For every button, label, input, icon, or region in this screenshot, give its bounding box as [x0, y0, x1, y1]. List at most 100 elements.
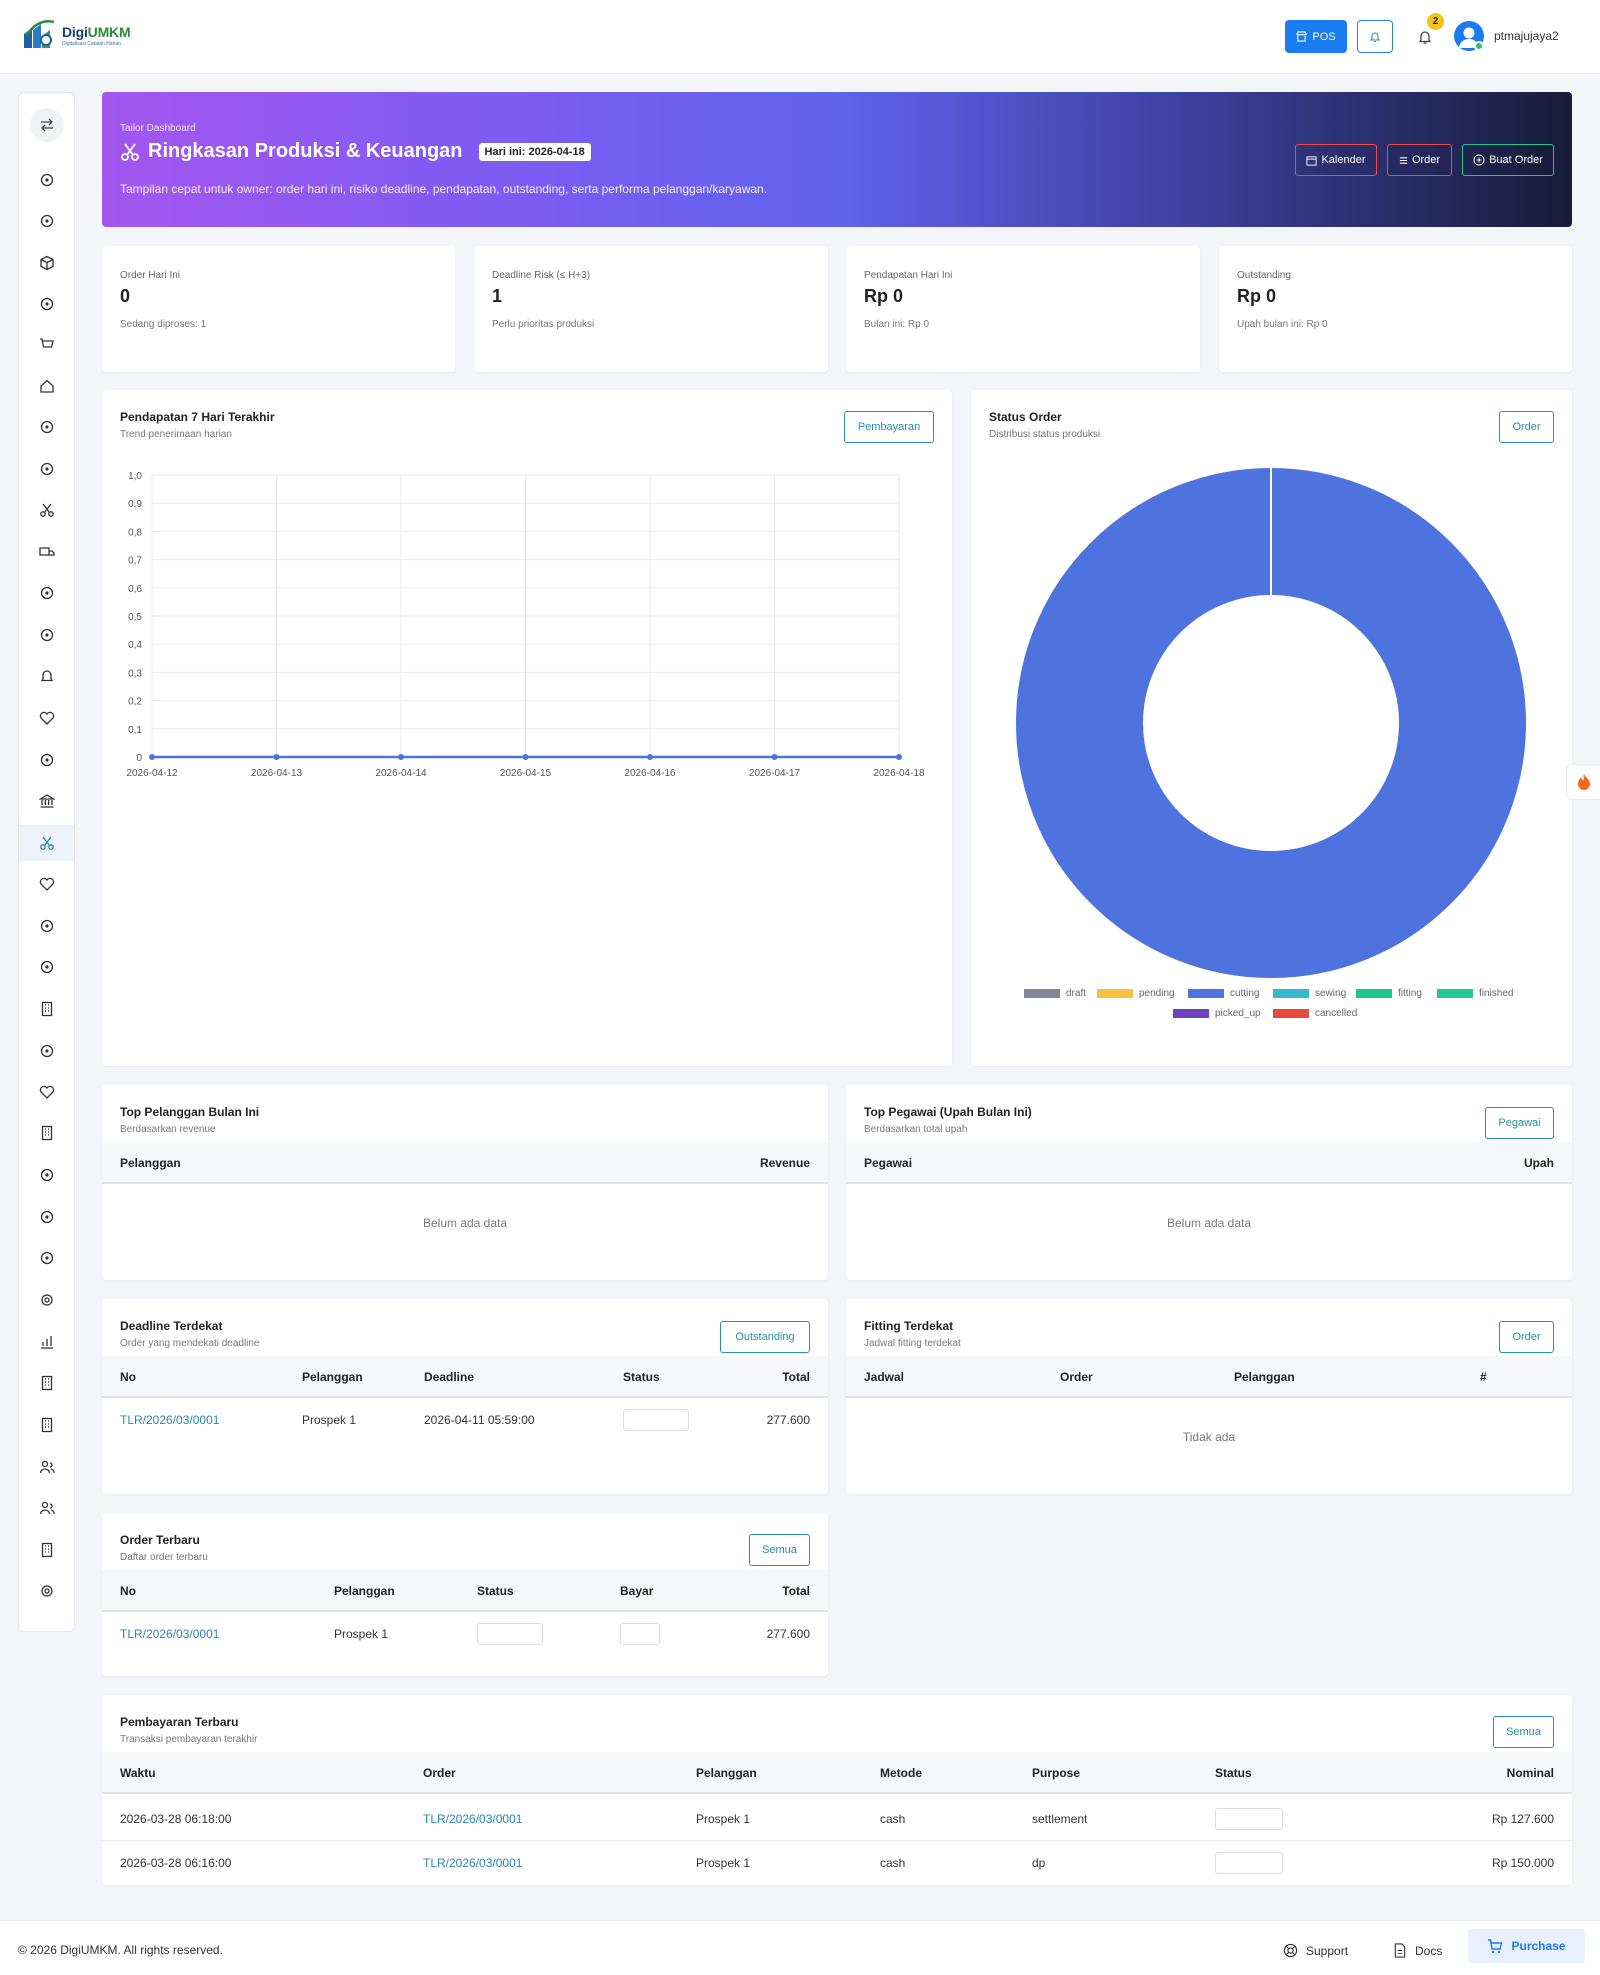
alert-button[interactable]: [1357, 20, 1393, 53]
sidebar-item[interactable]: [19, 991, 74, 1027]
x-tick-label: 2026-04-16: [624, 768, 676, 779]
brand-name: DigiUMKM: [62, 23, 131, 40]
column-header[interactable]: Jadwal: [864, 1370, 905, 1384]
sidebar-toggle-button[interactable]: [30, 108, 64, 142]
column-header[interactable]: Metode: [880, 1766, 922, 1780]
store-icon: [1296, 31, 1308, 42]
sidebar-item[interactable]: [19, 203, 74, 239]
sidebar-item[interactable]: [19, 783, 74, 819]
sidebar-item[interactable]: [19, 327, 74, 363]
column-header[interactable]: Total: [782, 1370, 810, 1384]
sidebar-item[interactable]: [19, 1490, 74, 1526]
sidebar-item[interactable]: [19, 1407, 74, 1443]
column-header[interactable]: No: [120, 1370, 136, 1384]
column-header[interactable]: Status: [623, 1370, 660, 1384]
column-header[interactable]: Nominal: [1506, 1766, 1554, 1780]
create-order-button[interactable]: Buat Order: [1462, 144, 1554, 176]
status-badge: [477, 1623, 543, 1645]
view-all-orders-button[interactable]: Semua: [749, 1534, 810, 1566]
username[interactable]: ptmajujaya2: [1494, 29, 1559, 43]
legend-item[interactable]: fitting: [1356, 988, 1422, 999]
sidebar-item[interactable]: [19, 286, 74, 322]
sidebar-item[interactable]: [19, 1282, 74, 1318]
column-header[interactable]: Pelanggan: [302, 1370, 363, 1384]
legend-item[interactable]: cutting: [1188, 988, 1259, 999]
sidebar-item[interactable]: [19, 1365, 74, 1401]
calendar-button[interactable]: Kalender: [1295, 144, 1377, 176]
legend-item[interactable]: sewing: [1273, 988, 1346, 999]
outstanding-button[interactable]: Outstanding: [720, 1321, 810, 1353]
column-header[interactable]: Upah: [1524, 1156, 1554, 1170]
sidebar-item[interactable]: [19, 825, 74, 861]
sidebar-item[interactable]: [19, 908, 74, 944]
column-header[interactable]: Bayar: [620, 1584, 654, 1598]
column-header[interactable]: Total: [782, 1584, 810, 1598]
pos-button[interactable]: POS: [1285, 20, 1347, 53]
sidebar-item[interactable]: [19, 1199, 74, 1235]
order-number-link[interactable]: TLR/2026/03/0001: [120, 1627, 220, 1641]
legend-item[interactable]: pending: [1097, 988, 1175, 999]
legend-item[interactable]: picked_up: [1173, 1008, 1261, 1019]
sidebar-item[interactable]: [19, 1532, 74, 1568]
sidebar-item[interactable]: [19, 162, 74, 198]
avatar[interactable]: [1454, 21, 1484, 51]
sidebar-item[interactable]: [19, 1074, 74, 1110]
column-header[interactable]: No: [120, 1584, 136, 1598]
sidebar-item[interactable]: [19, 1449, 74, 1485]
sidebar-item[interactable]: [19, 368, 74, 404]
column-header[interactable]: Purpose: [1032, 1766, 1081, 1780]
side-customizer-tab[interactable]: [1566, 764, 1600, 800]
order-number-link[interactable]: TLR/2026/03/0001: [423, 1812, 523, 1826]
column-header[interactable]: Pegawai: [864, 1156, 913, 1170]
sidebar-item[interactable]: [19, 658, 74, 694]
sidebar-item[interactable]: [19, 742, 74, 778]
sidebar-item[interactable]: [19, 451, 74, 487]
card-subtitle: Transaksi pembayaran terakhir: [120, 1734, 258, 1745]
column-header[interactable]: Order: [423, 1766, 456, 1780]
payments-button[interactable]: Pembayaran: [844, 411, 934, 443]
docs-link[interactable]: Docs: [1393, 1943, 1442, 1958]
sidebar-item[interactable]: [19, 866, 74, 902]
column-header[interactable]: Order: [1060, 1370, 1093, 1384]
column-header[interactable]: Waktu: [120, 1766, 156, 1780]
sidebar-item[interactable]: [19, 492, 74, 528]
legend-item[interactable]: cancelled: [1273, 1008, 1357, 1019]
order-number-link[interactable]: TLR/2026/03/0001: [120, 1413, 220, 1427]
legend-item[interactable]: draft: [1024, 988, 1086, 999]
sidebar-item[interactable]: [19, 245, 74, 281]
sidebar-item[interactable]: [19, 534, 74, 570]
column-header[interactable]: Status: [477, 1584, 514, 1598]
column-header[interactable]: #: [1480, 1370, 1487, 1384]
column-header[interactable]: Status: [1215, 1766, 1252, 1780]
sidebar-item[interactable]: [19, 409, 74, 445]
sidebar-item[interactable]: [19, 575, 74, 611]
sidebar-item[interactable]: [19, 700, 74, 736]
sidebar-item[interactable]: [19, 1157, 74, 1193]
column-header[interactable]: Deadline: [424, 1370, 475, 1384]
column-header[interactable]: Revenue: [759, 1156, 810, 1170]
calendar-icon: [1306, 155, 1318, 166]
employees-button[interactable]: Pegawai: [1485, 1107, 1554, 1139]
sidebar-item[interactable]: [19, 1033, 74, 1069]
column-header[interactable]: Pelanggan: [334, 1584, 395, 1598]
column-header[interactable]: Pelanggan: [120, 1156, 181, 1170]
view-all-payments-button[interactable]: Semua: [1493, 1716, 1554, 1748]
order-list-button[interactable]: Order: [1387, 144, 1452, 176]
column-header[interactable]: Pelanggan: [1234, 1370, 1295, 1384]
support-link[interactable]: Support: [1283, 1943, 1348, 1958]
sidebar-item[interactable]: [19, 1240, 74, 1276]
sidebar-item[interactable]: [19, 617, 74, 653]
sidebar-item[interactable]: [19, 1115, 74, 1151]
purchase-button[interactable]: Purchase: [1468, 1929, 1585, 1963]
brand-logo[interactable]: DigiUMKM Digitalisasi Catatan Harian: [20, 16, 131, 54]
order-button[interactable]: Order: [1499, 411, 1554, 443]
legend-item[interactable]: finished: [1437, 988, 1513, 999]
order-button[interactable]: Order: [1499, 1321, 1554, 1353]
column-header[interactable]: Pelanggan: [696, 1766, 757, 1780]
sidebar-item[interactable]: [19, 1573, 74, 1609]
sidebar-item[interactable]: [19, 949, 74, 985]
order-number-link[interactable]: TLR/2026/03/0001: [423, 1856, 523, 1870]
notification-button[interactable]: [1410, 22, 1440, 52]
brand-tagline: Digitalisasi Catatan Harian: [62, 40, 121, 47]
sidebar-item[interactable]: [19, 1324, 74, 1360]
